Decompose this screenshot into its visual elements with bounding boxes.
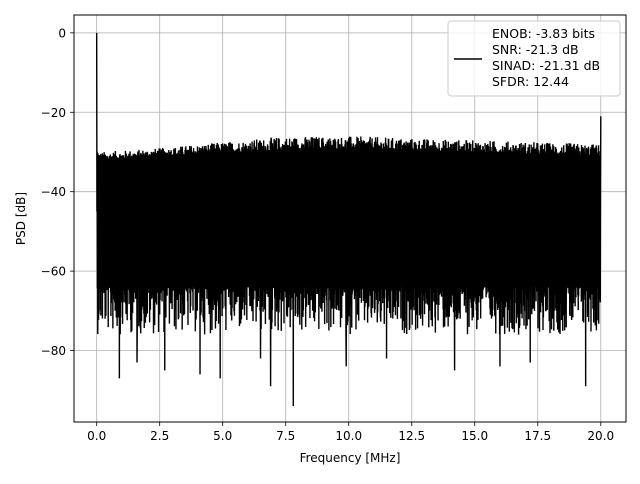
legend-line-sinad: SINAD: -21.31 dB: [492, 58, 600, 73]
x-tick-label: 2.5: [150, 429, 169, 443]
y-tick-label: −20: [41, 106, 66, 120]
y-tick-label: −80: [41, 344, 66, 358]
y-tick-label: −40: [41, 185, 66, 199]
x-tick-label: 0.0: [87, 429, 106, 443]
legend-box: [447, 20, 621, 97]
psd-series-line: [95, 32, 602, 407]
x-tick-label: 7.5: [276, 429, 295, 443]
legend-line-snr: SNR: -21.3 dB: [492, 42, 579, 57]
axes-frame: [73, 14, 627, 423]
legend-line-enob: ENOB: -3.83 bits: [492, 26, 595, 41]
legend: ENOB: -3.83 bits SNR: -21.3 dB SINAD: -2…: [447, 20, 621, 97]
y-tick-label: 0: [58, 26, 66, 40]
y-tick-label: −60: [41, 265, 66, 279]
x-tick-label: 20.0: [587, 429, 614, 443]
x-tick-label: 12.5: [398, 429, 425, 443]
y-axis-label: PSD [dB]: [14, 192, 28, 245]
x-tick-label: 17.5: [524, 429, 551, 443]
x-tick-label: 10.0: [335, 429, 362, 443]
x-axis-label: Frequency [MHz]: [300, 451, 401, 465]
plot-area: [95, 32, 602, 407]
x-tick-label: 5.0: [213, 429, 232, 443]
legend-line-sfdr: SFDR: 12.44: [492, 74, 569, 89]
ticks: 0.0 2.5 5.0 7.5 10.0 12.5 15.0 17.5 20.0 0 −20 −40 −…: [41, 26, 614, 443]
x-tick-label: 15.0: [461, 429, 488, 443]
